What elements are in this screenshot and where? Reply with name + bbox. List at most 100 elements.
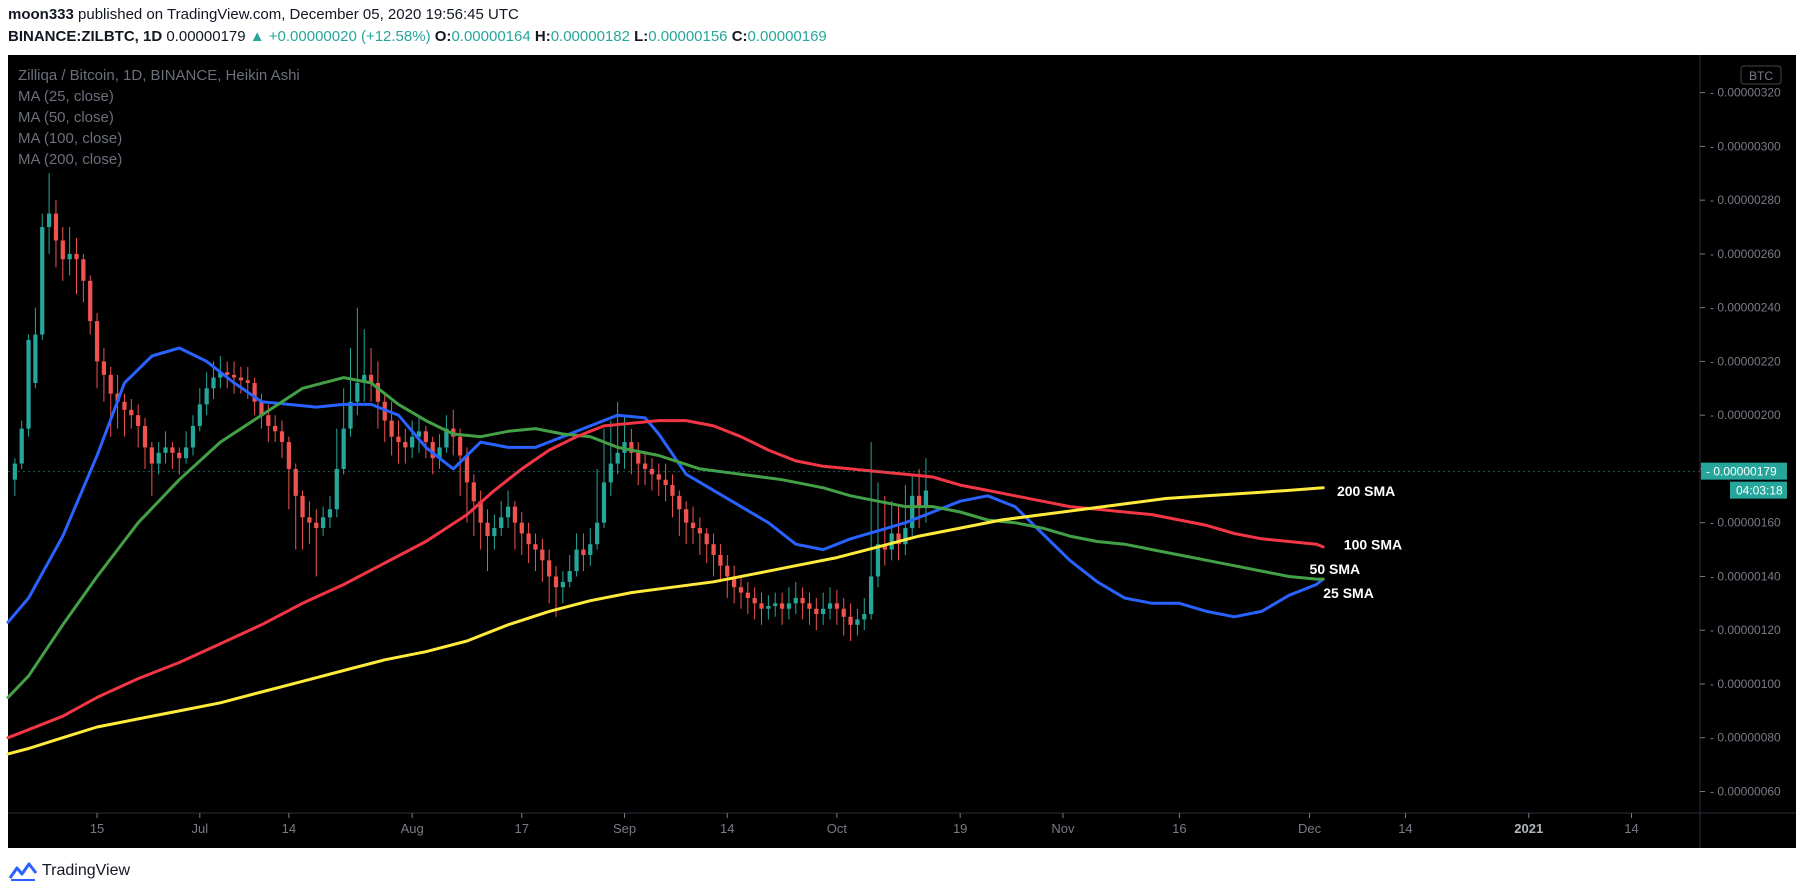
ma-line-0 <box>6 346 1325 624</box>
ma-line-2 <box>6 419 1325 740</box>
x-tick-label: Jul <box>191 821 208 836</box>
high-value: 0.00000182 <box>550 28 630 45</box>
candle-body <box>773 603 778 607</box>
legend-ma200[interactable]: MA (200, close) <box>18 151 123 168</box>
x-tick-label: 15 <box>90 821 104 836</box>
candle-body <box>567 571 572 582</box>
x-tick-label: 14 <box>720 821 734 836</box>
candle-body <box>348 401 353 429</box>
candle-body <box>889 533 894 550</box>
candle-body <box>910 495 915 529</box>
candle-body <box>81 259 86 281</box>
candle-body <box>492 528 497 537</box>
candle-body <box>752 597 757 604</box>
candle-body <box>581 549 586 555</box>
y-tick-label: - 0.00000260 <box>1710 247 1781 261</box>
candle-body <box>848 616 853 625</box>
candle-body <box>40 227 45 335</box>
candle-body <box>320 517 326 529</box>
legend-ma25[interactable]: MA (25, close) <box>18 88 114 105</box>
y-tick-label: - 0.00000200 <box>1710 408 1781 422</box>
countdown-badge <box>1730 481 1787 499</box>
legend-ma50[interactable]: MA (50, close) <box>18 109 114 126</box>
candle-body <box>464 455 470 483</box>
candle-body <box>704 533 709 545</box>
candle-body <box>231 374 237 378</box>
candle-body <box>375 382 381 402</box>
candle-body <box>46 213 52 228</box>
tradingview-brand: TradingView <box>42 862 131 879</box>
candle-body <box>533 544 538 550</box>
candle-body <box>163 447 168 453</box>
candle-body <box>403 442 408 448</box>
candle-body <box>94 321 100 362</box>
published-text: published on TradingView.com, December 0… <box>78 6 519 23</box>
y-tick-label: - 0.00000140 <box>1710 569 1781 583</box>
candle-body <box>896 533 901 545</box>
candle-body <box>608 463 613 483</box>
candle-body <box>882 544 887 550</box>
candle-body <box>19 428 24 464</box>
candle-body <box>334 468 339 510</box>
candle-body <box>601 482 607 523</box>
candle-body <box>588 544 593 555</box>
candle-body <box>615 452 620 464</box>
candle-body <box>560 581 565 588</box>
sma-annotation: 200 SMA <box>1337 483 1395 499</box>
tradingview-logo[interactable]: TradingView <box>8 861 130 881</box>
candle-body <box>684 509 689 523</box>
candle-body <box>423 431 428 443</box>
candle-body <box>629 442 634 453</box>
close-value: 0.00000169 <box>747 28 827 45</box>
ma-line-3 <box>6 486 1325 756</box>
candle-body <box>300 495 305 518</box>
candle-body <box>225 372 230 375</box>
candle-body <box>793 597 798 604</box>
candle-body <box>540 549 545 561</box>
publisher-name[interactable]: moon333 <box>8 6 74 23</box>
candle-body <box>437 447 442 459</box>
candle-body <box>649 468 655 475</box>
candle-body <box>122 401 127 410</box>
candle-body <box>307 517 312 523</box>
candle-body <box>238 377 244 381</box>
symbol-info: BINANCE:ZILBTC, 1D 0.00000179 ▲ +0.00000… <box>8 28 827 45</box>
y-tick-label: - 0.00000320 <box>1710 86 1781 100</box>
candle-body <box>526 533 531 545</box>
candle-body <box>74 253 79 260</box>
candle-body <box>827 603 833 609</box>
candle-body <box>677 495 682 510</box>
candle-body <box>396 436 401 443</box>
time-axis <box>8 813 1796 848</box>
candle-body <box>779 603 785 609</box>
candle-body <box>814 608 819 615</box>
candle-body <box>471 482 476 502</box>
candle-body <box>875 544 881 577</box>
x-tick-label: 19 <box>953 821 967 836</box>
candle-body <box>149 447 154 464</box>
candle-body <box>711 544 716 555</box>
publish-info: moon333 published on TradingView.com, De… <box>8 6 519 23</box>
candle-body <box>293 468 298 496</box>
candle-body <box>690 522 696 529</box>
chart-title-legend: Zilliqa / Bitcoin, 1D, BINANCE, Heikin A… <box>18 67 300 84</box>
candle-body <box>821 608 826 615</box>
y-tick-label: - 0.00000120 <box>1710 623 1781 637</box>
candle-body <box>663 479 668 486</box>
price-change: ▲ +0.00000020 (+12.58%) <box>249 28 431 45</box>
x-tick-label: Aug <box>401 821 424 836</box>
candle-body <box>697 528 702 534</box>
candle-body <box>177 452 182 459</box>
y-tick-label: - 0.00000220 <box>1710 354 1781 368</box>
symbol-name: BINANCE:ZILBTC, 1D <box>8 28 163 45</box>
legend-ma100[interactable]: MA (100, close) <box>18 130 123 147</box>
x-tick-label: Nov <box>1051 821 1075 836</box>
y-tick-label: - 0.00000160 <box>1710 516 1781 530</box>
candle-body <box>266 415 271 426</box>
candle-body <box>341 428 346 469</box>
close-label: C: <box>731 28 748 45</box>
candle-body <box>355 382 360 402</box>
candle-body <box>745 592 750 598</box>
candle-body <box>156 452 161 464</box>
